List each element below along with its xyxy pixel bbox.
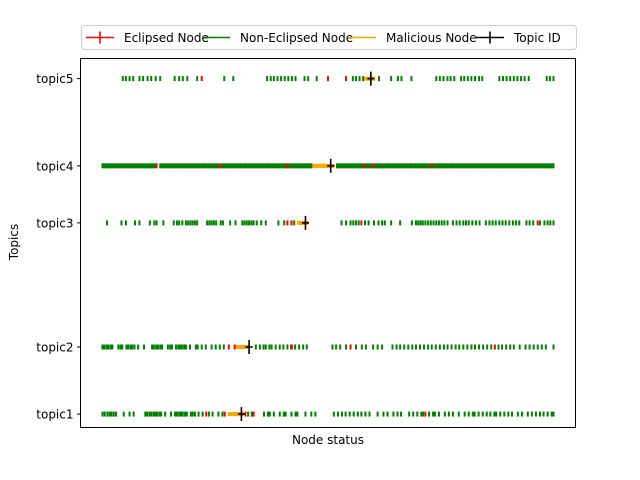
- topic-row-topic1: [101, 407, 555, 422]
- chart-marks: [101, 71, 555, 422]
- y-tick-label: topic2: [36, 340, 73, 354]
- y-tick-label: topic4: [36, 159, 73, 173]
- topic-row-topic2: [101, 339, 555, 354]
- y-tick-label: topic3: [36, 216, 73, 230]
- legend-label-topic_id: Topic ID: [513, 31, 561, 45]
- legend-label-eclipsed: Eclipsed Node: [124, 31, 209, 45]
- topic-row-topic4: [101, 158, 555, 173]
- plot-frame: [80, 58, 576, 428]
- y-tick-label: topic1: [36, 408, 73, 422]
- topic-row-topic5: [121, 71, 555, 86]
- legend-label-non_eclipsed: Non-Eclipsed Node: [240, 31, 353, 45]
- legend: Eclipsed Node Non-Eclipsed Node Malicious …: [81, 25, 577, 50]
- legend-label-malicious: Malicious Node: [386, 31, 477, 45]
- topic-row-topic3: [106, 215, 555, 230]
- x-axis-label: Node status: [292, 433, 364, 447]
- y-axis-ticks: topic1 topic2 topic3 topic4 topic5: [36, 72, 81, 422]
- y-axis-label: Topics: [7, 224, 21, 261]
- y-tick-label: topic5: [36, 72, 73, 86]
- legend-frame: [81, 25, 577, 50]
